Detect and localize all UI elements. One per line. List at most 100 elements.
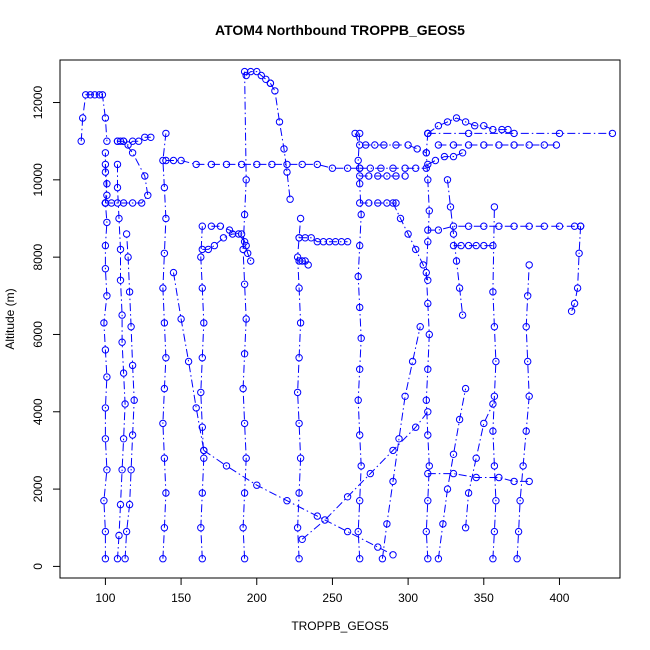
data-point: [555, 129, 564, 138]
data-point: [103, 218, 111, 227]
data-point: [101, 555, 110, 563]
data-point: [298, 535, 306, 543]
data-point: [295, 419, 303, 428]
data-point: [389, 164, 397, 172]
data-point: [424, 160, 432, 169]
data-point: [389, 551, 397, 559]
data-point: [125, 288, 134, 296]
data-point: [416, 323, 424, 331]
data-point: [124, 253, 132, 261]
data-point: [121, 400, 129, 408]
data-point: [489, 555, 497, 563]
data-point: [177, 315, 185, 323]
data-point: [434, 555, 443, 563]
data-point: [210, 241, 219, 250]
data-point: [118, 466, 126, 474]
data-point: [378, 555, 387, 563]
data-point: [160, 524, 169, 532]
series-37: [169, 268, 208, 455]
data-point: [472, 454, 480, 462]
data-point: [374, 172, 382, 180]
series-line: [165, 160, 360, 169]
data-point: [162, 489, 170, 497]
series-27: [424, 222, 585, 234]
data-point: [159, 284, 167, 292]
data-point: [540, 141, 548, 149]
series-13: [266, 79, 294, 203]
data-point: [490, 462, 499, 470]
data-point: [103, 292, 111, 300]
data-point: [525, 261, 533, 269]
data-point: [458, 149, 467, 157]
data-point: [184, 357, 193, 366]
series-line: [516, 264, 530, 559]
data-point: [575, 249, 583, 258]
data-point: [197, 388, 205, 397]
y-tick-label: 6000: [31, 321, 45, 348]
data-point: [351, 129, 359, 138]
data-point: [82, 91, 90, 99]
data-point: [440, 152, 449, 161]
data-point: [374, 199, 382, 207]
data-point: [119, 137, 128, 145]
series-9: [198, 230, 250, 254]
series-14: [293, 214, 305, 563]
data-point: [449, 230, 458, 238]
data-point: [95, 91, 104, 99]
series-30: [513, 261, 533, 563]
series-18: [351, 129, 430, 157]
data-point: [464, 129, 473, 138]
series-line: [80, 94, 108, 142]
x-axis: 100 150 200 250 300 350 400: [95, 577, 570, 605]
data-point: [222, 462, 231, 470]
series-line: [299, 260, 309, 266]
data-point: [100, 319, 108, 327]
y-axis-label: Altitude (m): [3, 288, 17, 349]
data-point: [464, 141, 473, 149]
data-point: [357, 210, 365, 219]
data-point: [343, 493, 352, 501]
data-point: [374, 543, 382, 551]
data-point: [510, 129, 518, 138]
data-point: [321, 516, 329, 524]
data-point: [362, 141, 370, 149]
series-line: [202, 233, 247, 250]
data-point: [116, 137, 125, 145]
data-point: [356, 365, 364, 373]
data-point: [480, 222, 488, 230]
series-line: [211, 225, 252, 262]
data-point: [130, 396, 138, 404]
series-7: [162, 156, 364, 172]
series-21: [356, 199, 400, 207]
data-point: [354, 272, 362, 281]
data-point: [401, 172, 409, 180]
data-point: [383, 520, 391, 528]
data-point: [225, 226, 234, 234]
data-point: [293, 524, 302, 532]
data-point: [242, 71, 250, 80]
data-point: [101, 241, 110, 250]
series-8: [197, 222, 208, 563]
data-point: [356, 497, 364, 505]
data-point: [356, 129, 364, 138]
series-34: [443, 176, 467, 319]
data-point: [295, 555, 303, 563]
series-line: [105, 140, 149, 204]
data-point: [354, 527, 362, 536]
data-point: [160, 249, 169, 258]
data-point: [383, 172, 391, 180]
data-point: [504, 125, 512, 134]
data-point: [198, 222, 207, 230]
y-tick-label: 0: [31, 563, 45, 570]
data-point: [116, 276, 125, 284]
data-point: [283, 160, 291, 169]
data-point: [296, 454, 305, 462]
data-point: [101, 527, 110, 536]
data-point: [424, 176, 432, 184]
data-point: [425, 330, 433, 339]
data-point: [404, 141, 412, 149]
data-point: [480, 141, 488, 149]
data-point: [452, 257, 461, 265]
series-line: [162, 133, 167, 559]
